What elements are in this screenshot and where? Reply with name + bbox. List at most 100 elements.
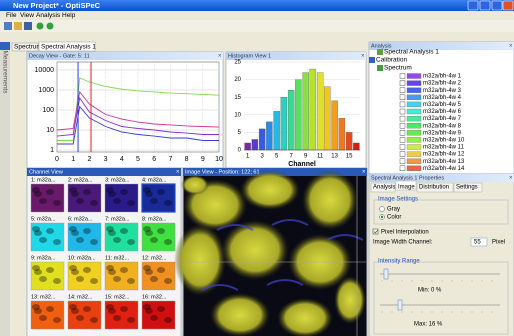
item-checkbox[interactable] xyxy=(400,95,405,100)
item-checkbox[interactable] xyxy=(400,166,405,171)
channel-label: 12: m32... xyxy=(142,255,167,261)
item-checkbox[interactable] xyxy=(400,159,405,164)
thumbnail-cell xyxy=(34,230,42,236)
tool-back[interactable] xyxy=(37,23,44,30)
item-checkbox[interactable] xyxy=(400,81,405,86)
thumbnail-cell xyxy=(53,200,61,206)
side-tab[interactable]: Measurements xyxy=(1,51,8,95)
property-tab-label: Settings xyxy=(456,185,478,191)
thumbnail-cell xyxy=(46,189,54,195)
thumbnail-cell xyxy=(164,317,172,323)
channel-label: 8: m32a... xyxy=(142,216,167,222)
item-checkbox[interactable] xyxy=(400,152,405,157)
item-checkbox[interactable] xyxy=(400,145,405,150)
thumbnail-cell xyxy=(127,317,135,323)
tool-open[interactable] xyxy=(14,22,22,30)
y-tick-label: 10 xyxy=(46,127,54,134)
thumbnail-cell xyxy=(53,239,61,245)
menu-item[interactable]: View xyxy=(20,12,34,19)
item-checkbox[interactable] xyxy=(400,123,405,128)
thumbnail-cell xyxy=(90,200,98,206)
slider-thumb[interactable] xyxy=(398,300,402,310)
minimize-button[interactable] xyxy=(468,1,478,10)
bar xyxy=(245,143,251,150)
window-title: New Project* - OptiSPeC xyxy=(13,1,101,10)
panel-title: Channel View xyxy=(29,169,63,175)
x-tick-label: 7 xyxy=(168,156,172,163)
menu-item[interactable]: Help xyxy=(62,12,76,19)
tree-node[interactable]: Calibration xyxy=(376,57,407,64)
panel-close[interactable]: × xyxy=(362,170,366,176)
tree-node[interactable]: Spectral Analysis 1 xyxy=(384,49,439,56)
close-button[interactable] xyxy=(503,1,513,10)
bar xyxy=(259,129,265,150)
group-title: Image Settings xyxy=(378,197,418,203)
tree-item: m32a/bh-4w 4 xyxy=(423,95,462,101)
item-swatch xyxy=(407,166,421,171)
tree-item: m32a/bh-4w 2 xyxy=(423,81,462,87)
menu-item[interactable]: Analysis xyxy=(36,12,61,19)
tree-item: m32a/bh-4w 14 xyxy=(423,166,465,172)
thumbnail-cell xyxy=(46,267,54,273)
thumbnail-cell xyxy=(46,306,54,312)
slider-thumb[interactable] xyxy=(384,269,388,279)
thumbnail-cell xyxy=(150,198,158,204)
item-checkbox[interactable] xyxy=(400,88,405,93)
image-cell xyxy=(181,175,209,195)
y-tick-label: 1 xyxy=(50,147,54,154)
item-swatch xyxy=(407,137,421,142)
channel-label: 14: m32... xyxy=(68,294,93,300)
item-swatch xyxy=(407,152,421,157)
image-cell xyxy=(240,170,300,210)
thumbnail-cell xyxy=(39,237,47,243)
item-checkbox[interactable] xyxy=(400,130,405,135)
tool-forward[interactable] xyxy=(47,23,54,30)
thumbnail-cell xyxy=(34,191,42,197)
thumbnail-cell xyxy=(90,278,98,284)
thumbnail-cell xyxy=(108,230,116,236)
menu-item[interactable]: File xyxy=(6,12,17,19)
channel-label: 4: m32a... xyxy=(142,177,167,183)
thumbnail-cell xyxy=(76,237,84,243)
tool-save[interactable] xyxy=(24,22,32,30)
bar xyxy=(303,73,309,150)
item-checkbox[interactable] xyxy=(400,109,405,114)
tool-new[interactable] xyxy=(4,22,12,30)
restore-button[interactable] xyxy=(492,1,502,10)
tree-item: m32a/bh-4w 9 xyxy=(423,130,462,136)
item-checkbox[interactable] xyxy=(400,74,405,79)
thumbnail-cell xyxy=(90,317,98,323)
radio[interactable] xyxy=(380,207,385,212)
panel-close[interactable]: × xyxy=(509,44,513,50)
panel-close[interactable]: × xyxy=(361,54,365,60)
item-checkbox[interactable] xyxy=(400,137,405,142)
maximize-button[interactable] xyxy=(480,1,490,10)
item-checkbox[interactable] xyxy=(400,116,405,121)
bar xyxy=(332,101,338,150)
thumbnail-cell xyxy=(53,317,61,323)
panel-close[interactable]: × xyxy=(509,176,513,182)
tree-item: m32a/bh-4w 6 xyxy=(423,109,462,115)
tab-label: Spectrum xyxy=(14,44,42,51)
thumbnail-cell xyxy=(76,315,84,321)
thumbnail-cell xyxy=(120,306,128,312)
bar xyxy=(310,69,316,150)
panel-close[interactable]: × xyxy=(218,54,222,60)
thumbnail-cell xyxy=(83,189,91,195)
tree-node[interactable]: Spectrum xyxy=(384,65,412,72)
image-cell xyxy=(334,276,366,324)
x-axis-label: Channel xyxy=(288,161,316,168)
tree-item: m32a/bh-4w 8 xyxy=(423,123,462,129)
thumbnail-cell xyxy=(53,278,61,284)
tree-item: m32a/bh-4w 3 xyxy=(423,88,462,94)
channel-label: 1: m32a... xyxy=(31,177,56,183)
thumbnail-cell xyxy=(127,278,135,284)
item-checkbox[interactable] xyxy=(400,102,405,107)
item-swatch xyxy=(407,145,421,150)
radio-dot xyxy=(381,216,383,218)
tree-item: m32a/bh-4w 12 xyxy=(423,152,465,158)
panel-title: Histogram View 1 xyxy=(228,53,271,59)
panel-close[interactable]: × xyxy=(176,170,180,176)
channel-label: 13: m32... xyxy=(31,294,56,300)
item-swatch xyxy=(407,130,421,135)
